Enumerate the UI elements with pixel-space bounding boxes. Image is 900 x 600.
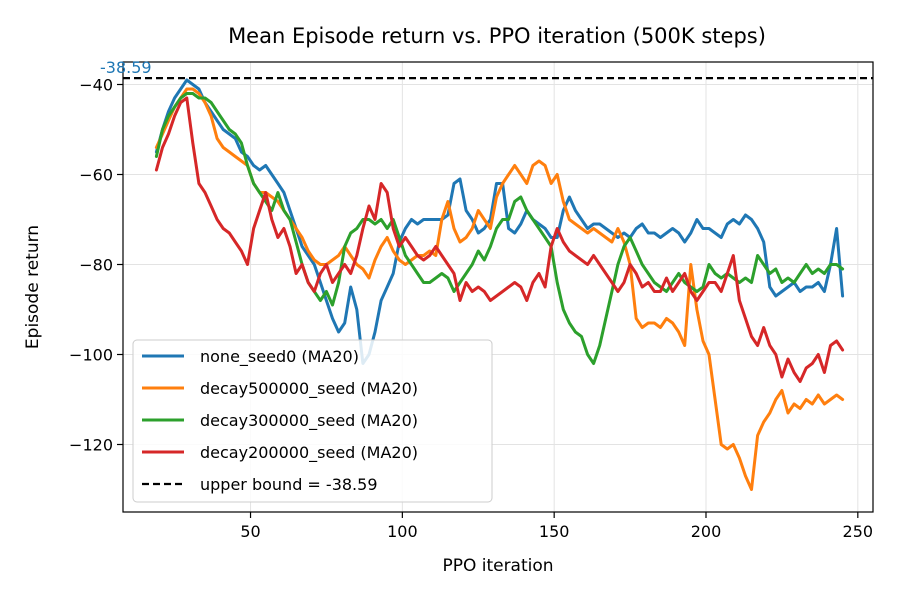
legend-box xyxy=(132,339,493,503)
legend-label-decay300000: decay300000_seed (MA20) xyxy=(200,411,418,431)
chart-title: Mean Episode return vs. PPO iteration (5… xyxy=(228,24,766,48)
y-tick-label: −100 xyxy=(69,346,113,365)
y-axis-ticks: −40 −60 −80 −100 −120 xyxy=(69,76,123,455)
x-axis-ticks: 50 100 150 200 250 xyxy=(240,512,873,541)
plot-frame xyxy=(122,61,874,513)
series-line-none-seed0 xyxy=(154,78,845,365)
x-axis-label: PPO iteration xyxy=(442,556,553,576)
legend-label-decay200000: decay200000_seed (MA20) xyxy=(200,443,418,463)
y-tick-label: −80 xyxy=(79,256,113,275)
legend-label-decay500000: decay500000_seed (MA20) xyxy=(200,379,418,399)
y-tick-label: −60 xyxy=(79,166,113,185)
y-tick-label: −40 xyxy=(79,76,113,95)
legend-label-upper-bound: upper bound = -38.59 xyxy=(200,475,378,494)
series-line-decay500000-seed xyxy=(154,87,845,491)
y-tick-label: −120 xyxy=(69,436,113,455)
upper-bound-annotation: -38.59 xyxy=(100,58,152,77)
grid xyxy=(123,62,873,512)
legend-label-none-seed0: none_seed0 (MA20) xyxy=(200,347,359,367)
y-axis-label: Episode return xyxy=(23,225,43,349)
x-tick-label: 150 xyxy=(539,522,570,541)
x-tick-label: 200 xyxy=(691,522,722,541)
x-tick-label: 250 xyxy=(843,522,874,541)
x-tick-label: 50 xyxy=(240,522,260,541)
series-group xyxy=(154,78,845,491)
x-tick-label: 100 xyxy=(387,522,418,541)
series-line-decay200000-seed xyxy=(154,96,845,383)
legend: none_seed0 (MA20) decay500000_seed (MA20… xyxy=(132,339,493,503)
